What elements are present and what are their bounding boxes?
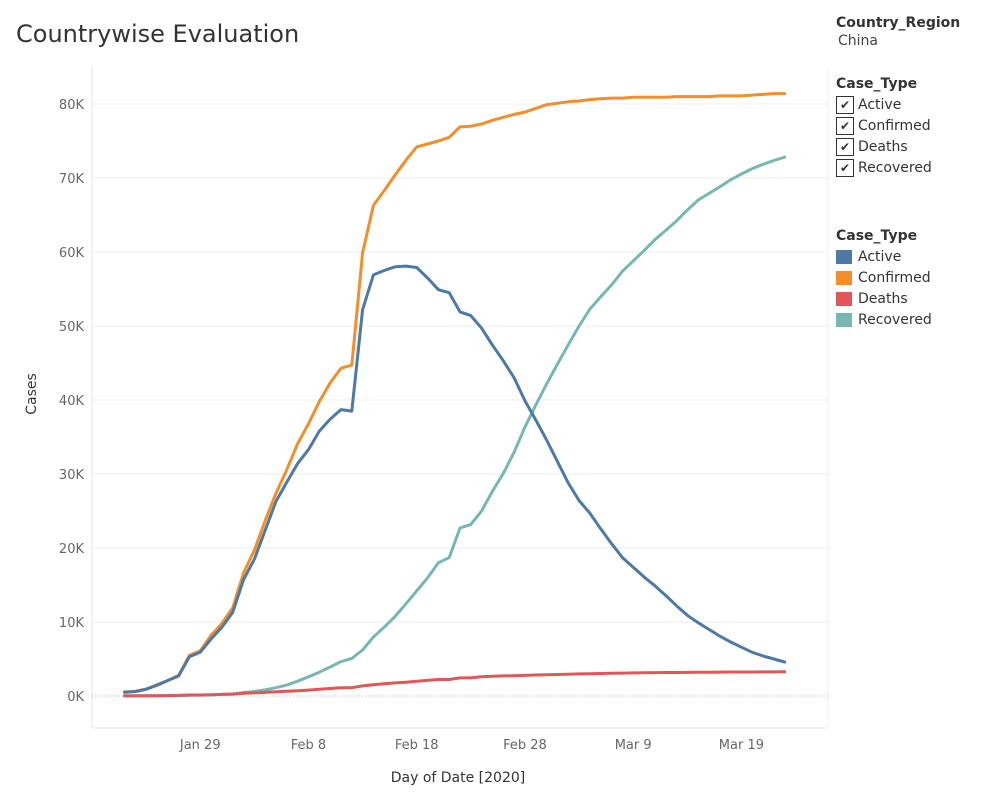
legend-item-deaths[interactable]: Deaths xyxy=(836,288,932,309)
legend-swatch-confirmed xyxy=(836,270,852,285)
y-tick-label: 80K xyxy=(59,98,85,113)
case-type-filter[interactable]: Case_Type ✔ Active ✔ Confirmed ✔ Deaths … xyxy=(836,76,932,178)
x-tick-label: Feb 28 xyxy=(503,738,547,753)
x-tick-label: Feb 18 xyxy=(395,738,439,753)
x-tick-label: Mar 9 xyxy=(615,738,652,753)
y-tick-label: 60K xyxy=(59,246,85,261)
filter-label-confirmed: Confirmed xyxy=(858,117,931,134)
legend-label-recovered: Recovered xyxy=(858,311,932,328)
filter-item-confirmed[interactable]: ✔ Confirmed xyxy=(836,115,932,136)
case-type-filter-title: Case_Type xyxy=(836,76,918,92)
series-line-deaths[interactable] xyxy=(123,670,787,698)
page-title: Countrywise Evaluation xyxy=(16,20,300,48)
legend-label-confirmed: Confirmed xyxy=(858,269,931,286)
x-axis-label: Day of Date [2020] xyxy=(391,770,526,786)
legend-swatch-recovered xyxy=(836,312,852,327)
y-axis-label: Cases xyxy=(24,373,40,415)
filter-item-active[interactable]: ✔ Active xyxy=(836,94,932,115)
y-tick-label: 30K xyxy=(59,468,85,483)
series-line-active[interactable] xyxy=(123,264,787,694)
legend-item-confirmed[interactable]: Confirmed xyxy=(836,267,932,288)
color-legend: Case_Type Active Confirmed Deaths Recove… xyxy=(836,228,932,330)
filter-item-deaths[interactable]: ✔ Deaths xyxy=(836,136,932,157)
legend-item-recovered[interactable]: Recovered xyxy=(836,309,932,330)
checkbox-deaths[interactable]: ✔ xyxy=(836,137,854,156)
filter-label-deaths: Deaths xyxy=(858,138,908,155)
legend-item-active[interactable]: Active xyxy=(836,246,932,267)
filter-label-active: Active xyxy=(858,96,902,113)
filter-item-recovered[interactable]: ✔ Recovered xyxy=(836,157,932,178)
y-tick-label: 0K xyxy=(67,690,84,705)
legend-label-deaths: Deaths xyxy=(858,290,908,307)
country-filter-value[interactable]: China xyxy=(838,33,878,49)
country-filter-title: Country_Region xyxy=(836,15,961,31)
x-tick-label: Feb 8 xyxy=(291,738,326,753)
filter-label-recovered: Recovered xyxy=(858,159,932,176)
series-lines[interactable] xyxy=(123,92,787,698)
y-tick-label: 50K xyxy=(59,320,85,335)
grid-lines xyxy=(91,66,829,729)
y-axis-ticks: 0K 10K 20K 30K 40K 50K 60K 70K 80K xyxy=(59,98,85,705)
checkbox-recovered[interactable]: ✔ xyxy=(836,158,854,177)
x-tick-label: Jan 29 xyxy=(179,738,221,753)
legend-label-active: Active xyxy=(858,248,902,265)
y-tick-label: 10K xyxy=(59,616,85,631)
checkbox-active[interactable]: ✔ xyxy=(836,95,854,114)
y-tick-label: 70K xyxy=(59,172,85,187)
y-tick-label: 40K xyxy=(59,394,85,409)
color-legend-title: Case_Type xyxy=(836,228,918,244)
series-line-confirmed[interactable] xyxy=(123,92,787,694)
checkbox-confirmed[interactable]: ✔ xyxy=(836,116,854,135)
legend-swatch-deaths xyxy=(836,291,852,306)
x-axis-ticks: Jan 29 Feb 8 Feb 18 Feb 28 Mar 9 Mar 19 xyxy=(179,738,764,753)
y-tick-label: 20K xyxy=(59,542,85,557)
country-filter[interactable]: Country_Region China xyxy=(836,15,960,49)
x-tick-label: Mar 19 xyxy=(719,738,764,753)
legend-swatch-active xyxy=(836,249,852,264)
